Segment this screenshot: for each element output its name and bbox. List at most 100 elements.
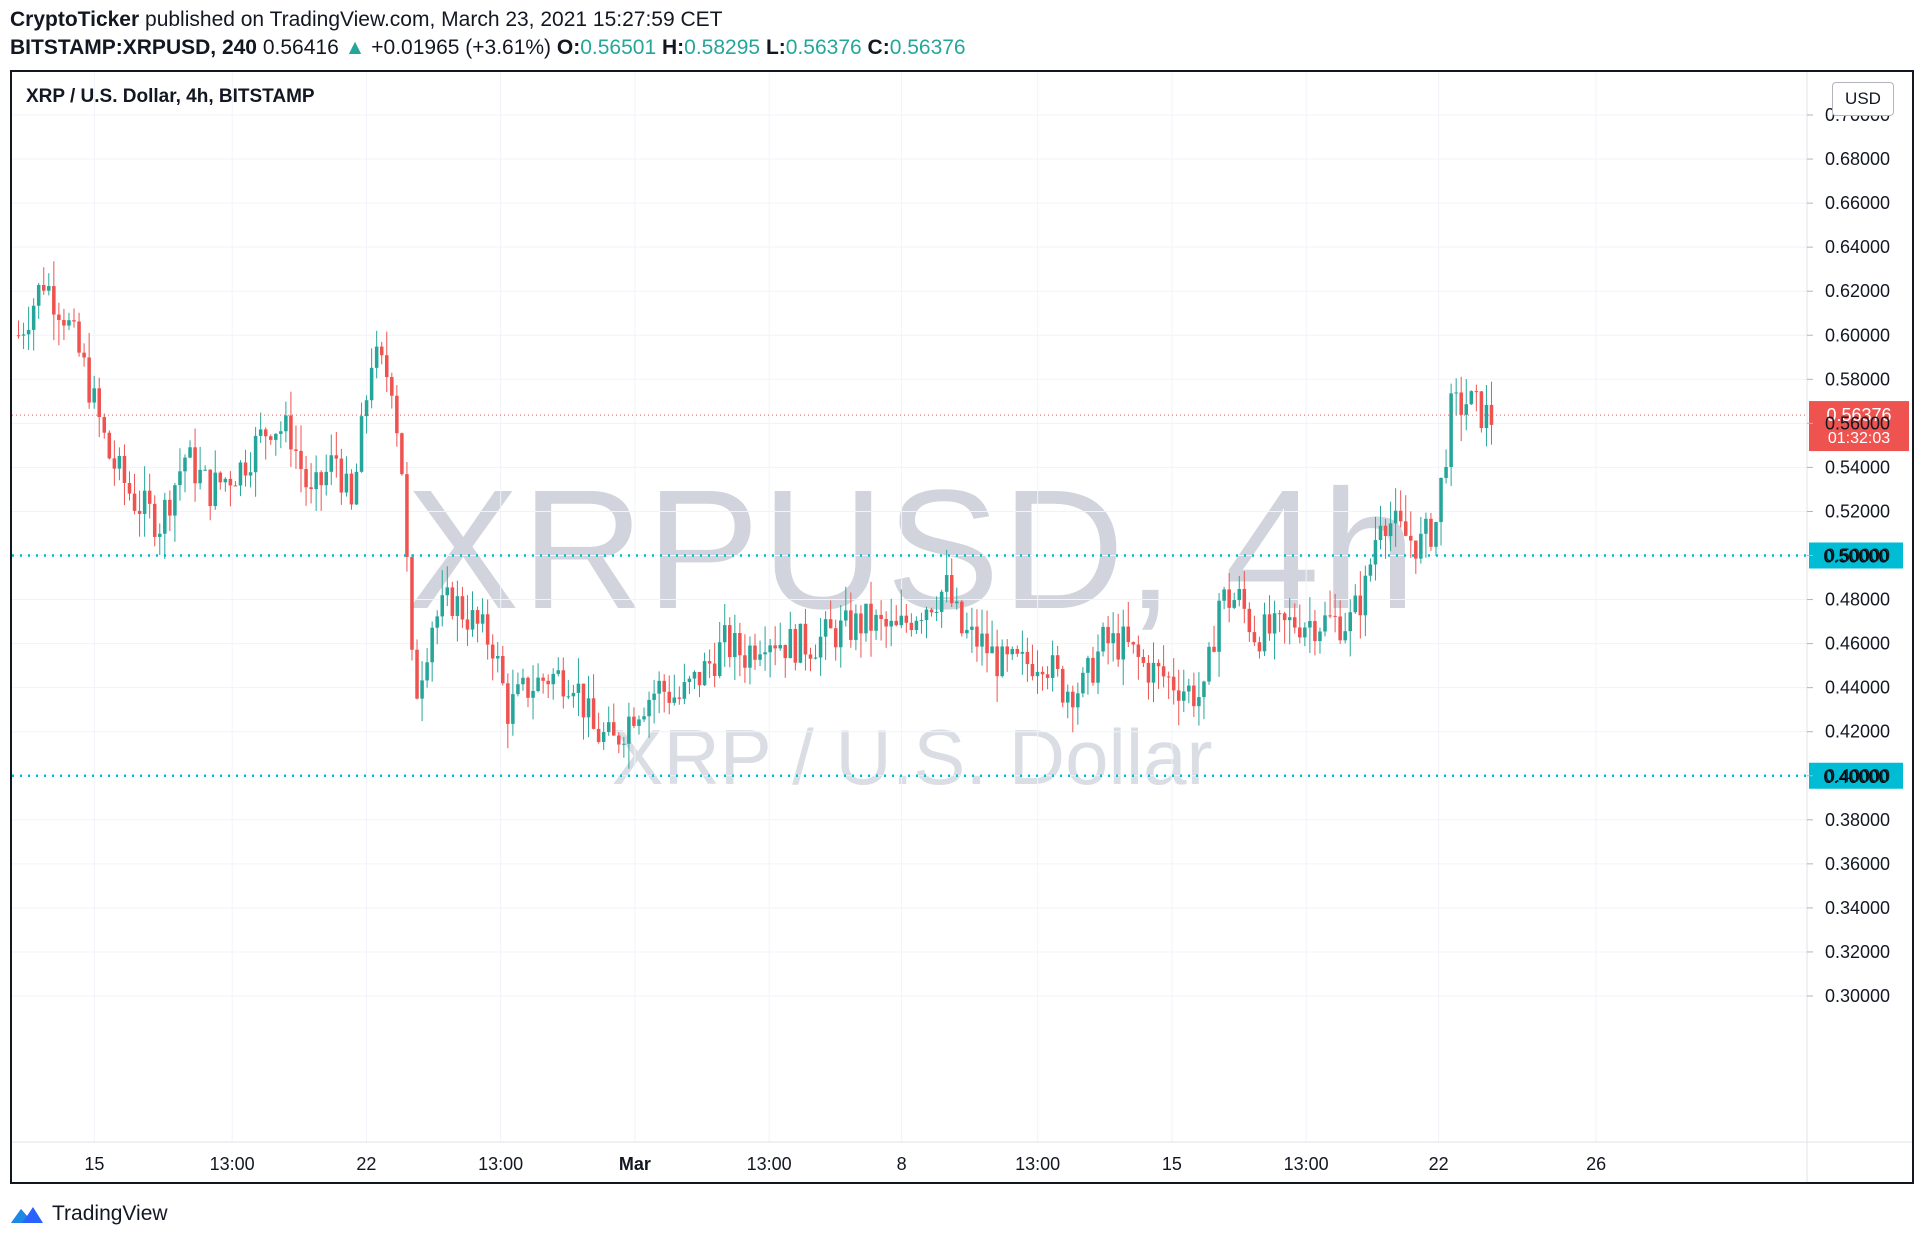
open-value: 0.56501 <box>580 36 657 59</box>
candle-body <box>31 305 36 330</box>
candle-body <box>591 698 596 729</box>
candle-body <box>1434 522 1438 547</box>
candle-body <box>622 743 626 745</box>
candle-body <box>773 645 777 649</box>
candle-body <box>526 677 530 698</box>
candle-body <box>1292 617 1297 628</box>
candle-body <box>485 614 490 645</box>
footer-brand[interactable]: TradingView <box>52 1202 168 1225</box>
author-name[interactable]: CryptoTicker <box>10 8 140 31</box>
candle-body <box>218 472 223 483</box>
y-tick-label: 0.42000 <box>1825 722 1890 742</box>
candle-body <box>132 493 137 511</box>
candle-body <box>344 473 349 493</box>
candle-body <box>1333 615 1337 617</box>
candle-body <box>955 601 959 604</box>
candle-body <box>410 556 414 650</box>
candle-body <box>1318 631 1322 642</box>
candle-body <box>1242 588 1247 609</box>
chart-frame[interactable]: XRPUSD, 4h XRP / U.S. Dollar 0.50000 0.40… <box>10 70 1914 1184</box>
candle-body <box>965 629 969 634</box>
candle-body <box>157 533 162 537</box>
candle-body <box>1005 646 1009 655</box>
candle-body <box>1262 614 1267 652</box>
candle-body <box>934 611 939 613</box>
candle-body <box>611 722 616 736</box>
currency-button[interactable]: USD <box>1832 82 1894 116</box>
y-tick-label: 0.44000 <box>1825 678 1890 698</box>
candle-body <box>536 677 540 691</box>
candle-body <box>939 591 944 612</box>
candle-body <box>92 388 96 403</box>
last-price-tag <box>1809 401 1909 452</box>
candle-body <box>1000 646 1004 677</box>
candle-body <box>632 716 636 726</box>
candle-body <box>1176 690 1181 701</box>
candle-body <box>1373 540 1378 565</box>
candle-body <box>1277 613 1282 615</box>
change-value: +0.01965 (+3.61%) <box>371 36 552 59</box>
candle-body <box>1484 404 1489 429</box>
tradingview-logo-icon[interactable] <box>10 1203 44 1225</box>
candle-body <box>470 610 475 630</box>
candle-body <box>1121 626 1126 660</box>
candle-body <box>501 655 505 684</box>
candle-body <box>1015 649 1020 654</box>
x-tick-label: 13:00 <box>747 1154 792 1174</box>
candle-body <box>1429 518 1433 547</box>
candle-body <box>203 469 207 471</box>
candle-body <box>728 625 732 658</box>
candle-body <box>990 646 994 654</box>
x-tick-label: 13:00 <box>210 1154 255 1174</box>
candle-body <box>667 691 672 703</box>
candle-body <box>909 622 914 630</box>
candle-body <box>465 619 470 630</box>
y-tick-label: 0.30000 <box>1825 986 1890 1006</box>
candle-body <box>1040 671 1045 675</box>
candle-body <box>405 474 409 557</box>
candle-body <box>1106 626 1110 644</box>
candle-body <box>914 620 919 630</box>
candle-body <box>72 320 76 322</box>
y-tick-label: 0.32000 <box>1825 942 1890 962</box>
candle-body <box>1363 575 1368 616</box>
y-tick-label: 0.52000 <box>1825 501 1890 521</box>
publish-header: CryptoTicker published on TradingView.co… <box>10 6 966 62</box>
candle-body <box>1111 633 1115 644</box>
candle-body <box>511 694 515 724</box>
candle-body <box>844 610 848 621</box>
candle-body <box>899 615 904 626</box>
price-chart[interactable]: 0.500000.400000.5637601:32:030.700000.68… <box>12 72 1912 1182</box>
candle-body <box>1151 662 1156 683</box>
candle-body <box>682 682 687 699</box>
candle-body <box>566 696 571 698</box>
candle-body <box>67 320 71 326</box>
candle-body <box>16 335 21 337</box>
candle-body <box>995 646 999 677</box>
candle-body <box>1222 589 1226 601</box>
candle-body <box>1010 649 1015 655</box>
candle-body <box>581 683 586 718</box>
last-price-value: 0.56416 <box>262 36 339 59</box>
candle-body <box>1414 540 1418 559</box>
candle-body <box>571 692 576 697</box>
candle-body <box>349 473 354 505</box>
candle-body <box>369 367 374 401</box>
candle-body <box>1156 662 1161 667</box>
candle-body <box>849 610 853 640</box>
candle-body <box>41 284 46 291</box>
x-tick-label: 13:00 <box>478 1154 523 1174</box>
candle-body <box>1237 588 1242 601</box>
candle-body <box>1202 681 1206 698</box>
candle-body <box>1388 523 1393 537</box>
candle-body <box>1146 662 1151 683</box>
candle-body <box>400 433 404 475</box>
candle-body <box>975 626 979 647</box>
candle-body <box>379 346 384 356</box>
candle-body <box>894 620 899 626</box>
candle-body <box>47 286 51 291</box>
close-label: C: <box>867 36 890 59</box>
candle-body <box>183 457 187 472</box>
candle-body <box>1282 613 1287 621</box>
candle-body <box>1419 533 1423 559</box>
